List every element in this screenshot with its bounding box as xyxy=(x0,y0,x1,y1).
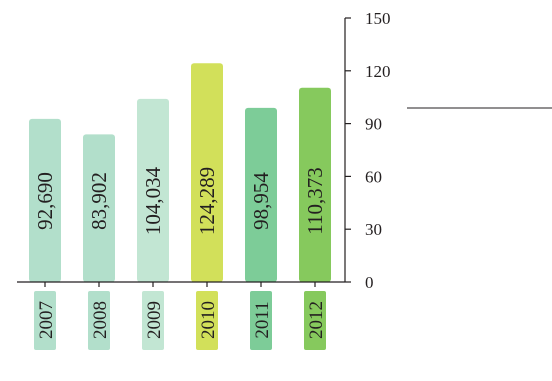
bar-value-label-2009: 104,034 xyxy=(141,166,165,235)
category-label-bg-2010 xyxy=(196,291,218,350)
y-tick-label: 90 xyxy=(365,115,382,134)
category-label-bg-2011 xyxy=(250,291,272,350)
bar-2007 xyxy=(29,118,61,282)
bar-2008 xyxy=(83,134,115,282)
category-label-2012: 2012 xyxy=(306,301,327,339)
category-label-2008: 2008 xyxy=(90,301,111,339)
bar-2009 xyxy=(137,98,169,282)
y-tick-label: 60 xyxy=(365,167,382,186)
bar-value-label-2007: 92,690 xyxy=(33,172,57,230)
category-label-bg-2007 xyxy=(34,291,56,350)
bar-value-label-2008: 83,902 xyxy=(87,172,111,230)
y-tick-label: 150 xyxy=(365,9,391,28)
bar-value-label-2012: 110,373 xyxy=(303,167,327,234)
category-label-2011: 2011 xyxy=(252,301,273,338)
bar-value-label-2011: 98,954 xyxy=(249,172,273,230)
category-label-bg-2009 xyxy=(142,291,164,350)
bar-value-label-2010: 124,289 xyxy=(195,167,219,235)
bar-2012 xyxy=(299,87,331,282)
category-label-2010: 2010 xyxy=(198,301,219,339)
bar-2011 xyxy=(245,107,277,282)
category-labels: 2007 2008 2009 2010 2011 2012 xyxy=(34,291,327,350)
y-tick-label: 120 xyxy=(365,62,391,81)
category-label-bg-2008 xyxy=(88,291,110,350)
category-label-2007: 2007 xyxy=(36,301,57,339)
bar-2010 xyxy=(191,63,223,283)
category-label-2009: 2009 xyxy=(144,301,165,339)
y-tick-label: 30 xyxy=(365,220,382,239)
category-label-bg-2012 xyxy=(304,291,326,350)
bars-layer: 92,690 83,902 104,034 124,289 98,954 110,373 xyxy=(29,63,331,283)
y-axis: 150 120 90 60 30 0 xyxy=(344,9,391,292)
y-tick-label: 0 xyxy=(365,273,374,292)
x-axis xyxy=(17,281,345,287)
